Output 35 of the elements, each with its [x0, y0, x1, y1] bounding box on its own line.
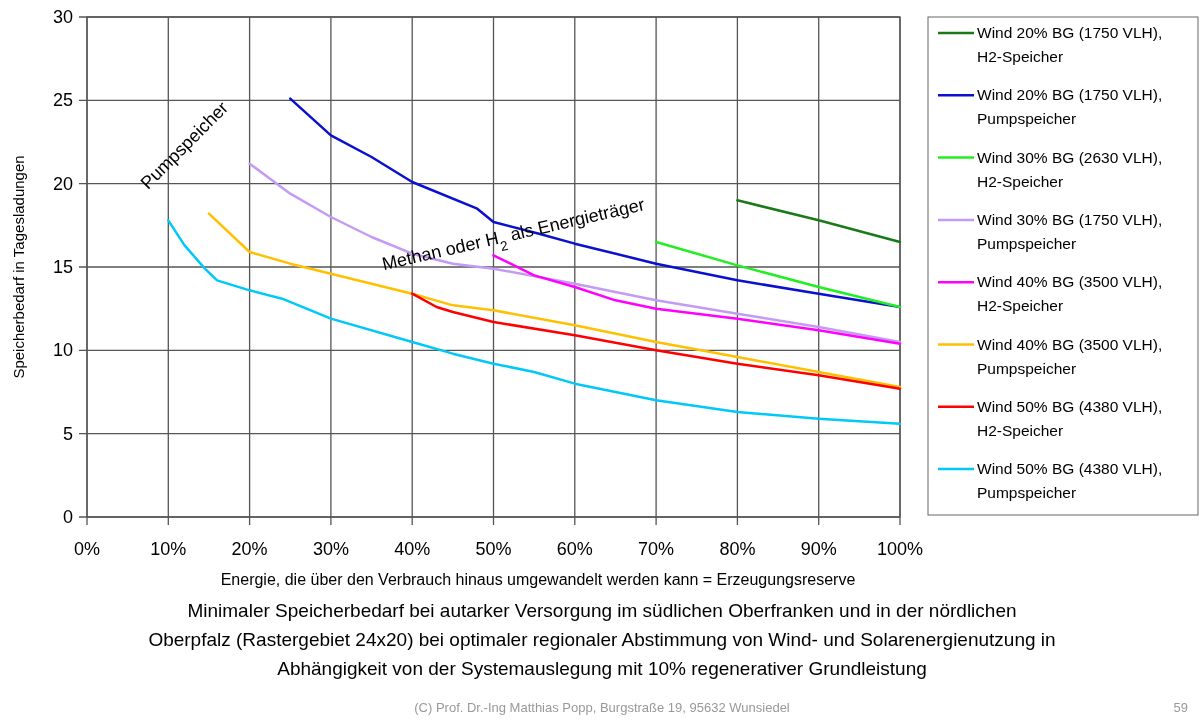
- line-series: [492, 254, 902, 345]
- y-tick-label: 25: [52, 90, 73, 111]
- x-tick-label: 40%: [394, 539, 431, 559]
- text: 59: [1173, 700, 1188, 715]
- legend-label: Wind 20% BG (1750 VLH), Pumpspeicher: [977, 86, 1163, 128]
- y-axis-title: Speicherbedarf in Tagesladungen: [10, 155, 27, 379]
- y-tick-label: 10: [52, 340, 73, 361]
- x-tick-label: 10%: [150, 539, 187, 559]
- y-tick-label: 0: [62, 507, 73, 527]
- x-axis-title: Energie, die über den Verbrauch hinaus umgewandelt werden kann = Erzeugungsreserve: [220, 571, 856, 588]
- text: Minimaler Speicherbedarf bei autarker Versorgung im südlichen Oberfranken und in der nördlichen Oberpfalz (Rastergebiet 24x20) bei optimaler regionaler Abstimmung von Wind- und Solarenergienutzung in Abhängigkeit von der Systemauslegung mit 10% regenerativer Grundleistung: [148, 600, 1056, 679]
- legend-label: Wind 50% BG (4380 VLH), H2-Speicher: [977, 397, 1163, 439]
- x-tick-label: 20%: [231, 539, 268, 559]
- line-series: [248, 162, 902, 344]
- y-tick-label: 15: [52, 257, 73, 277]
- y-tick-label: 20: [52, 173, 73, 194]
- x-tick-label: 30%: [312, 539, 349, 559]
- x-tick-label: 70%: [638, 539, 675, 559]
- y-tick-label: 30: [52, 7, 73, 27]
- legend-label: Wind 40% BG (3500 VLH), H2-Speicher: [977, 273, 1163, 315]
- legend-label: Wind 30% BG (2630 VLH), H2-Speicher: [977, 148, 1163, 190]
- legend-label: Wind 30% BG (1750 VLH), Pumpspeicher: [977, 210, 1163, 252]
- y-tick-label: 5: [62, 423, 73, 444]
- legend-label: Wind 20% BG (1750 VLH), H2-Speicher: [977, 24, 1163, 65]
- legend-label: Wind 50% BG (4380 VLH), Pumpspeicher: [977, 460, 1163, 502]
- x-tick-label: 100%: [876, 539, 924, 559]
- legend-label: Wind 40% BG (3500 VLH), Pumpspeicher: [977, 335, 1163, 377]
- x-tick-label: 50%: [475, 539, 512, 559]
- x-tick-label: 90%: [800, 539, 837, 559]
- text: (C) Prof. Dr.-Ing Matthias Popp, Burgstraße 19, 95632 Wunsiedel: [414, 700, 790, 715]
- line-series: [654, 240, 902, 309]
- x-tick-label: 80%: [719, 539, 756, 559]
- line-series: [410, 292, 902, 390]
- x-tick-label: 0%: [73, 539, 101, 559]
- x-tick-label: 60%: [556, 539, 593, 559]
